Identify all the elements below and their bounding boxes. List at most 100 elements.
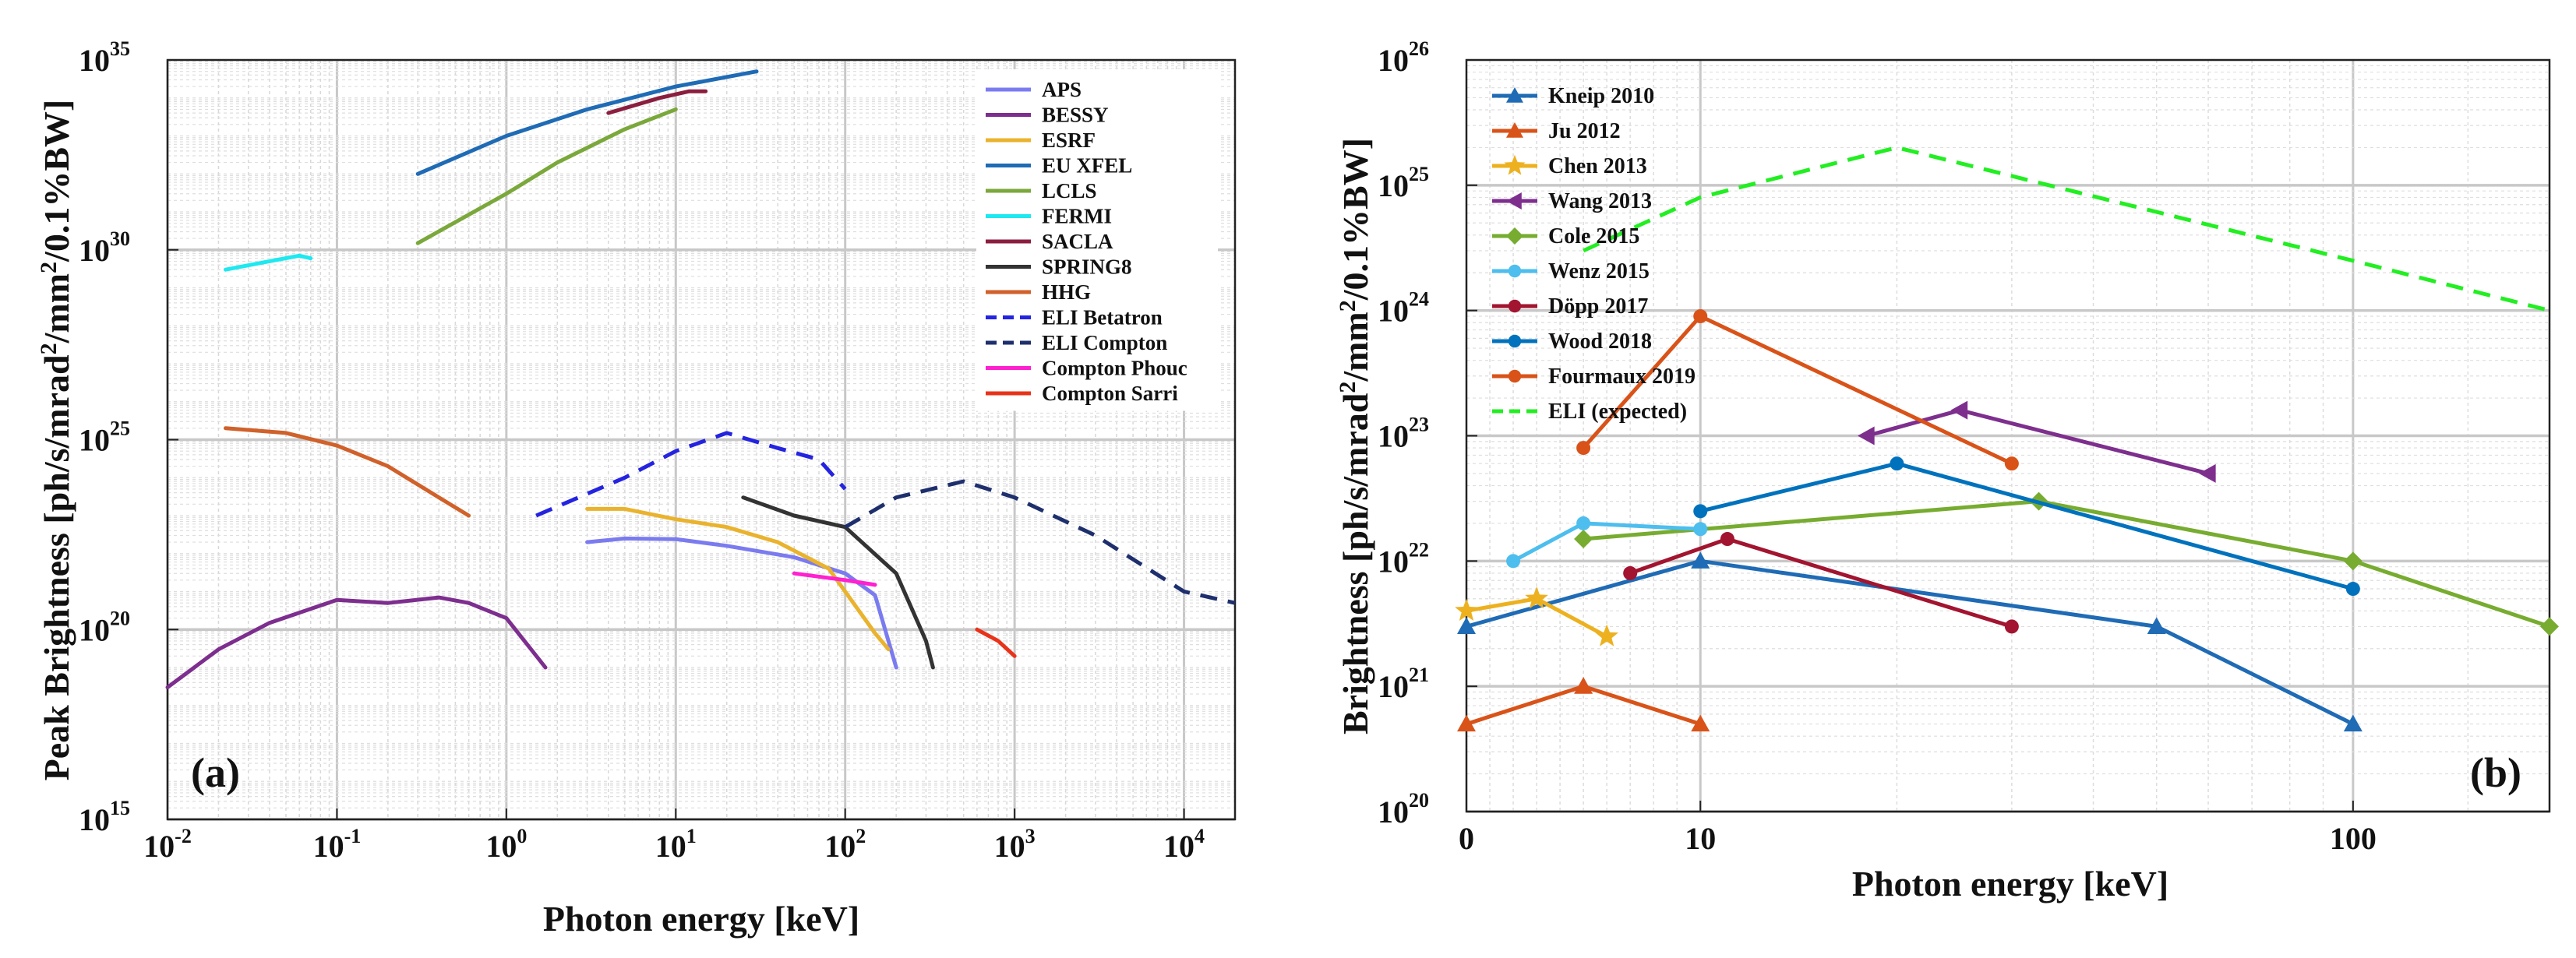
series-line-eli-expected (1583, 145, 2550, 313)
data-point-ju-2012 (1457, 714, 1476, 732)
x-tick-label: 100 (2330, 821, 2377, 856)
legend-label: Compton Sarri (1042, 382, 1178, 405)
series-line-compton-phouc (792, 571, 877, 587)
legend-label: Wang 2013 (1548, 189, 1652, 213)
legend-entry-fourmaux-2019: Fourmaux 2019 (1492, 365, 1696, 389)
data-point-d-pp-2017 (1720, 532, 1734, 547)
legend-marker (1506, 192, 1522, 210)
legend-marker (1508, 299, 1522, 313)
legend-label: EU XFEL (1042, 154, 1132, 178)
chart-panel-b: 0 10 100 1020 1021 1022 1023 1024 1025 1026 Photo… (1335, 37, 2559, 903)
legend-entry-spring8: SPRING8 (986, 255, 1132, 279)
data-point-chen-2013 (1455, 598, 1478, 621)
series-esrf (585, 506, 891, 652)
series-line-fermi (224, 253, 313, 272)
series-compton-phouc (792, 571, 877, 587)
legend-label: APS (1042, 78, 1082, 101)
data-point-ju-2012 (1691, 714, 1710, 732)
legend-label: Fourmaux 2019 (1548, 365, 1696, 389)
series-fourmaux-2019 (1576, 309, 2019, 471)
chart-panel-a: 10-2 10-1 100 101 102 103 104 1015 1020 1025 1030 1… (36, 37, 1237, 939)
ticks-b: 0 10 100 1020 1021 1022 1023 1024 1025 1026 (1378, 37, 2377, 856)
series-compton-sarri (975, 627, 1017, 658)
data-point-fourmaux-2019 (2004, 456, 2019, 471)
legend-entry-eli-expected: ELI (expected) (1492, 400, 1687, 424)
x-tick-label: 101 (655, 825, 697, 864)
data-point-kneip-2010 (1457, 617, 1476, 635)
series-eu-xfel (415, 69, 759, 176)
y-tick-label: 1030 (79, 227, 130, 268)
legend-entry-eu-xfel: EU XFEL (986, 154, 1132, 178)
legend-label: Chen 2013 (1548, 154, 1647, 178)
legend-label: SPRING8 (1042, 255, 1132, 279)
legend-label: SACLA (1042, 230, 1113, 253)
x-tick-label: 10-1 (313, 825, 362, 864)
legend-entry-bessy: BESSY (986, 104, 1109, 127)
legend-entry-kneip-2010: Kneip 2010 (1492, 84, 1654, 108)
legend-label: Döpp 2017 (1548, 294, 1648, 319)
legend-entry-compton-phouc: Compton Phouc (986, 357, 1187, 380)
series-cole-2015 (1574, 491, 2559, 636)
y-tick-label: 1015 (79, 797, 130, 837)
legend-marker (1506, 122, 1523, 138)
x-tick-label: 100 (485, 825, 527, 864)
y-tick-label: 1020 (1378, 789, 1429, 829)
x-tick-label: 103 (994, 825, 1036, 864)
series-lcls (415, 107, 678, 245)
legend-marker (1506, 227, 1523, 245)
data-point-wang-2013 (1858, 426, 1875, 446)
series-eli-compton (844, 479, 1236, 605)
panel-label-b: (b) (2470, 749, 2521, 796)
series-hhg (224, 426, 471, 518)
series-d-pp-2017 (1623, 532, 2019, 634)
legend-label: Wood 2018 (1548, 329, 1652, 354)
legend-entry-eli-betatron: ELI Betatron (986, 306, 1163, 329)
data-point-wood-2018 (2345, 582, 2360, 597)
y-tick-label: 1020 (79, 607, 130, 647)
series-line-cole-2015 (1581, 499, 2552, 629)
legend-entry-aps: APS (986, 78, 1082, 101)
series-a (165, 69, 1236, 689)
series-fermi (224, 253, 313, 272)
x-tick-label: 0 (1459, 821, 1474, 856)
legend-label: FERMI (1042, 205, 1112, 228)
y-tick-label: 1022 (1378, 538, 1429, 579)
y-axis-label-a: Peak Brightness [ph/s/mrad2/mm2/0.1%BW] (36, 100, 77, 781)
y-tick-label: 1024 (1378, 288, 1429, 329)
series-line-aps (585, 536, 898, 670)
panel-label-a: (a) (191, 749, 240, 796)
series-wenz-2015 (1506, 516, 1708, 569)
legend-marker (1508, 369, 1522, 383)
data-point-wood-2018 (1693, 504, 1708, 519)
series-wang-2013 (1858, 400, 2216, 483)
data-point-wenz-2015 (1693, 522, 1708, 537)
data-point-cole-2015 (2343, 551, 2363, 571)
series-spring8 (741, 495, 935, 670)
legend-label: ELI Compton (1042, 331, 1167, 354)
series-bessy (165, 595, 548, 689)
data-point-chen-2013 (1525, 586, 1548, 609)
series-kneip-2010 (1457, 551, 2363, 732)
series-b (1455, 145, 2559, 732)
legend-entry-wang-2013: Wang 2013 (1492, 189, 1652, 213)
legend-entry-wood-2018: Wood 2018 (1492, 329, 1652, 354)
y-axis-label-b: Brightness [ph/s/mrad2/mm2/0.1%BW] (1335, 138, 1376, 734)
data-point-wood-2018 (1890, 456, 1904, 471)
x-axis-label-b: Photon energy [keV] (1852, 864, 2168, 903)
x-axis-label-a: Photon energy [keV] (543, 899, 859, 939)
data-point-kneip-2010 (2147, 617, 2166, 635)
x-tick-label: 10-2 (143, 825, 192, 864)
legend-entry-ju-2012: Ju 2012 (1492, 119, 1621, 143)
series-line-compton-sarri (975, 627, 1017, 658)
data-point-d-pp-2017 (2004, 619, 2019, 634)
legend-entry-lcls: LCLS (986, 179, 1097, 203)
series-line-kneip-2010 (1464, 558, 2355, 727)
legend-marker (1506, 87, 1523, 103)
data-point-wang-2013 (2199, 463, 2216, 483)
x-tick-label: 10 (1685, 821, 1716, 856)
legend-entry-d-pp-2017: Döpp 2017 (1492, 294, 1648, 319)
series-line-esrf (585, 506, 891, 652)
data-point-kneip-2010 (1691, 551, 1710, 569)
y-tick-label: 1021 (1378, 664, 1429, 704)
